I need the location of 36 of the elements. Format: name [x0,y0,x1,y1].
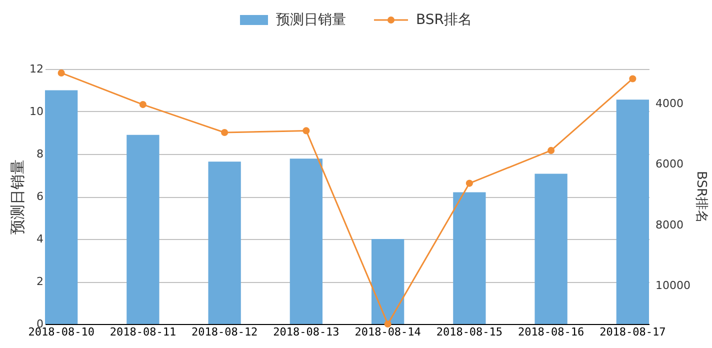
bar [371,239,404,324]
point [548,146,555,154]
point [58,69,65,76]
x-tick-label: 2018-08-14 [354,326,422,338]
y-tick-label: 2 [36,275,44,288]
x-tick-label: 2018-08-13 [273,326,340,338]
y2-axis-title: BSR排名 [693,171,708,223]
y2-tick-label: 8000 [656,218,684,232]
legend-label: 预测日销量 [276,11,346,29]
x-tick-label: 2018-08-11 [110,326,176,338]
legend-label: BSR排名 [416,11,472,29]
y-tick-label: 6 [36,190,44,203]
x-tick-label: 2018-08-12 [191,326,258,338]
point [302,127,310,134]
point [221,128,228,136]
y2-tick-label: 4000 [656,96,684,110]
y-tick-label: 10 [30,105,44,118]
point [139,101,146,108]
bar [534,174,568,324]
bar [453,192,486,324]
y-tick-label: 4 [36,232,44,246]
x-tick-label: 2018-08-15 [436,326,503,338]
bar [45,90,78,324]
y-tick-label: 8 [36,148,44,160]
bar [290,158,323,324]
point [466,180,473,187]
y2-tick-label: 10000 [656,279,690,292]
bar [126,134,160,324]
bar [208,162,241,324]
y-tick-label: 12 [30,62,44,76]
x-tick-label: 2018-08-16 [518,326,584,338]
x-tick-label: 2018-08-17 [600,326,666,338]
point [629,75,636,82]
bar [616,100,649,324]
y-axis-title: 预测日销量 [8,160,27,234]
y2-tick-label: 6000 [656,158,684,171]
